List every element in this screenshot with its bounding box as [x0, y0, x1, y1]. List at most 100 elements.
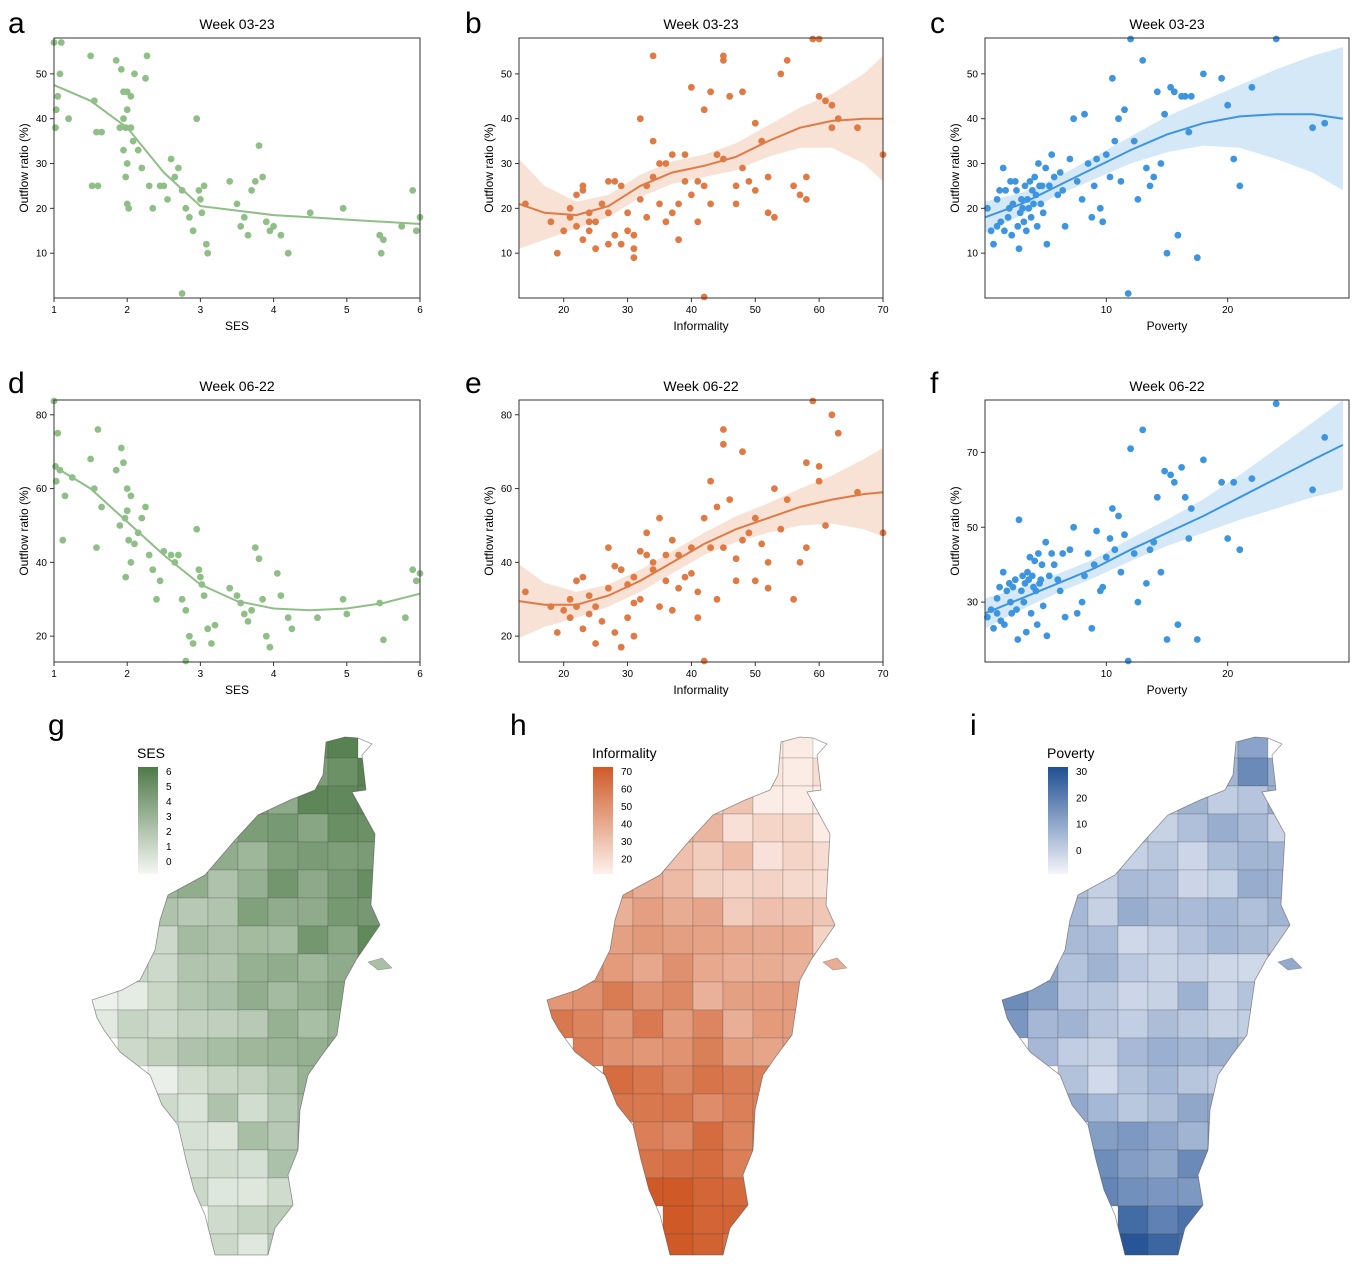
- data-point: [585, 592, 593, 599]
- map-body: [1001, 736, 1303, 1256]
- data-point: [1185, 535, 1193, 542]
- map-district: [327, 841, 359, 871]
- map-district: [692, 1065, 724, 1095]
- data-point: [1143, 580, 1150, 587]
- data-point: [175, 551, 182, 559]
- data-point: [1026, 553, 1034, 561]
- map-district: [147, 1009, 179, 1039]
- data-point: [668, 209, 676, 217]
- map-district: [1177, 925, 1209, 955]
- map-district: [632, 897, 664, 927]
- map-district: [1057, 897, 1089, 927]
- map-district: [1147, 1149, 1179, 1179]
- map-district: [237, 1065, 269, 1095]
- map-district: [117, 1009, 149, 1039]
- data-point: [57, 39, 65, 46]
- map-district: [722, 813, 754, 843]
- data-point: [1028, 187, 1036, 194]
- data-point: [828, 411, 836, 419]
- legend-colorbar: [1048, 767, 1068, 874]
- data-point: [398, 222, 406, 230]
- data-point: [1050, 561, 1058, 569]
- data-point: [125, 536, 133, 544]
- map-district: [177, 925, 209, 955]
- map-district: [782, 1009, 814, 1039]
- map-district: [297, 1121, 329, 1151]
- data-point: [809, 35, 817, 43]
- data-point: [1170, 478, 1178, 486]
- map-district: [147, 1093, 179, 1123]
- map-district: [1087, 953, 1119, 983]
- map-district: [327, 737, 359, 759]
- map-district: [237, 1121, 269, 1151]
- data-point: [1163, 249, 1171, 257]
- data-point: [1109, 74, 1116, 82]
- confidence-band: [985, 400, 1343, 629]
- map-district: [177, 981, 209, 1011]
- data-point: [694, 178, 702, 185]
- data-point: [52, 124, 59, 132]
- x-tick-label: 10: [1101, 305, 1113, 316]
- data-point: [186, 632, 193, 640]
- map-district: [1177, 1205, 1209, 1235]
- map-district: [1237, 841, 1269, 871]
- data-point: [745, 178, 753, 185]
- data-point: [145, 551, 153, 559]
- data-point: [54, 92, 62, 100]
- data-point: [226, 584, 234, 592]
- data-point: [668, 606, 676, 614]
- map-outline: [91, 736, 381, 1256]
- map-district: [662, 1009, 694, 1039]
- y-axis-label: Outflow ratio (%): [948, 123, 962, 212]
- data-point: [643, 213, 651, 221]
- map-district: [692, 841, 724, 871]
- data-point: [1031, 557, 1039, 565]
- x-tick-label: 20: [1222, 305, 1234, 316]
- map-district: [1087, 1177, 1119, 1207]
- map-district: [1147, 1009, 1179, 1039]
- data-point: [726, 496, 734, 503]
- data-point: [186, 213, 193, 221]
- data-point: [1031, 173, 1039, 181]
- y-tick-label: 50: [967, 523, 979, 534]
- map-district: [1207, 1037, 1239, 1067]
- data-point: [668, 536, 676, 544]
- map-district: [1207, 925, 1239, 955]
- data-point: [751, 577, 759, 585]
- data-point: [598, 618, 606, 625]
- map-district: [1177, 841, 1209, 871]
- x-tick-label: 20: [558, 669, 570, 680]
- data-point: [598, 200, 606, 208]
- x-tick-label: 70: [877, 305, 889, 316]
- data-point: [1143, 164, 1150, 172]
- data-point: [579, 182, 587, 190]
- y-tick-label: 20: [36, 204, 48, 215]
- data-point: [707, 200, 714, 208]
- map-district: [752, 869, 784, 899]
- data-point: [630, 254, 638, 262]
- map-district: [722, 841, 754, 871]
- data-point: [720, 544, 727, 551]
- map-district: [327, 925, 359, 955]
- data-point: [694, 614, 702, 622]
- data-point: [1061, 613, 1069, 621]
- map-district: [662, 925, 694, 955]
- data-point: [1039, 602, 1047, 610]
- data-point: [409, 566, 417, 574]
- data-point: [822, 522, 829, 529]
- data-point: [984, 204, 991, 212]
- map-district: [1117, 981, 1149, 1011]
- data-point: [120, 459, 127, 467]
- y-tick-label: 50: [501, 69, 513, 80]
- data-point: [1127, 35, 1134, 43]
- map-district: [602, 897, 634, 927]
- map-district: [782, 737, 814, 759]
- data-point: [1056, 587, 1064, 595]
- map-district: [177, 1093, 209, 1123]
- data-point: [142, 503, 149, 511]
- data-point: [553, 629, 561, 636]
- data-point: [277, 231, 285, 239]
- data-point: [1073, 178, 1081, 185]
- data-point: [605, 209, 612, 217]
- data-point: [605, 584, 612, 592]
